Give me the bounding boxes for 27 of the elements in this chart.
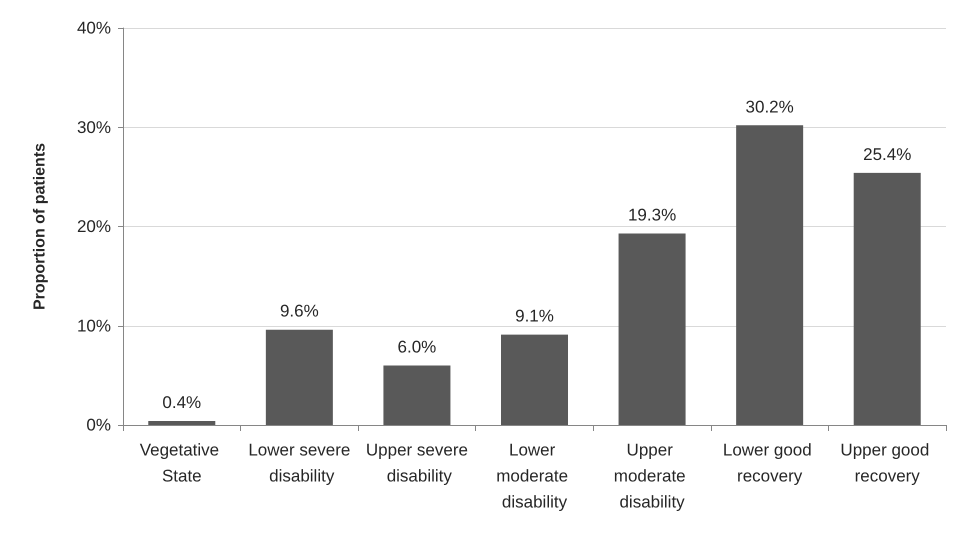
bar bbox=[266, 330, 333, 425]
data-label: 25.4% bbox=[863, 144, 912, 164]
data-label: 9.6% bbox=[280, 302, 319, 321]
bar bbox=[736, 125, 804, 425]
x-tick-label: Upper good recovery bbox=[840, 440, 934, 486]
y-tick-label: 0% bbox=[86, 416, 111, 434]
y-axis-title: Proportion of patients bbox=[32, 142, 48, 310]
bar bbox=[383, 365, 450, 425]
bar bbox=[618, 233, 686, 425]
data-label: 19.3% bbox=[628, 205, 676, 224]
data-label: 6.0% bbox=[398, 337, 436, 356]
x-tick-label: Lower good recovery bbox=[722, 440, 816, 486]
y-tick-label: 40% bbox=[76, 18, 111, 38]
bar bbox=[148, 421, 216, 425]
x-tick-label: Upper severe disability bbox=[366, 440, 468, 486]
data-label: 9.1% bbox=[515, 306, 554, 326]
x-tick-label: Lower severe disability bbox=[248, 440, 350, 486]
x-tick-label: Vegetative State bbox=[140, 440, 224, 486]
y-tick-label: 10% bbox=[76, 316, 111, 336]
x-tick-label: Lower moderate disability bbox=[496, 440, 573, 512]
y-tick-label: 20% bbox=[76, 217, 111, 236]
bar bbox=[500, 334, 568, 425]
y-tick-label: 30% bbox=[76, 118, 111, 137]
bar bbox=[854, 172, 921, 425]
data-label: 30.2% bbox=[746, 97, 794, 116]
x-tick-label: Upper moderate disability bbox=[614, 440, 690, 512]
data-label: 0.4% bbox=[162, 393, 202, 412]
